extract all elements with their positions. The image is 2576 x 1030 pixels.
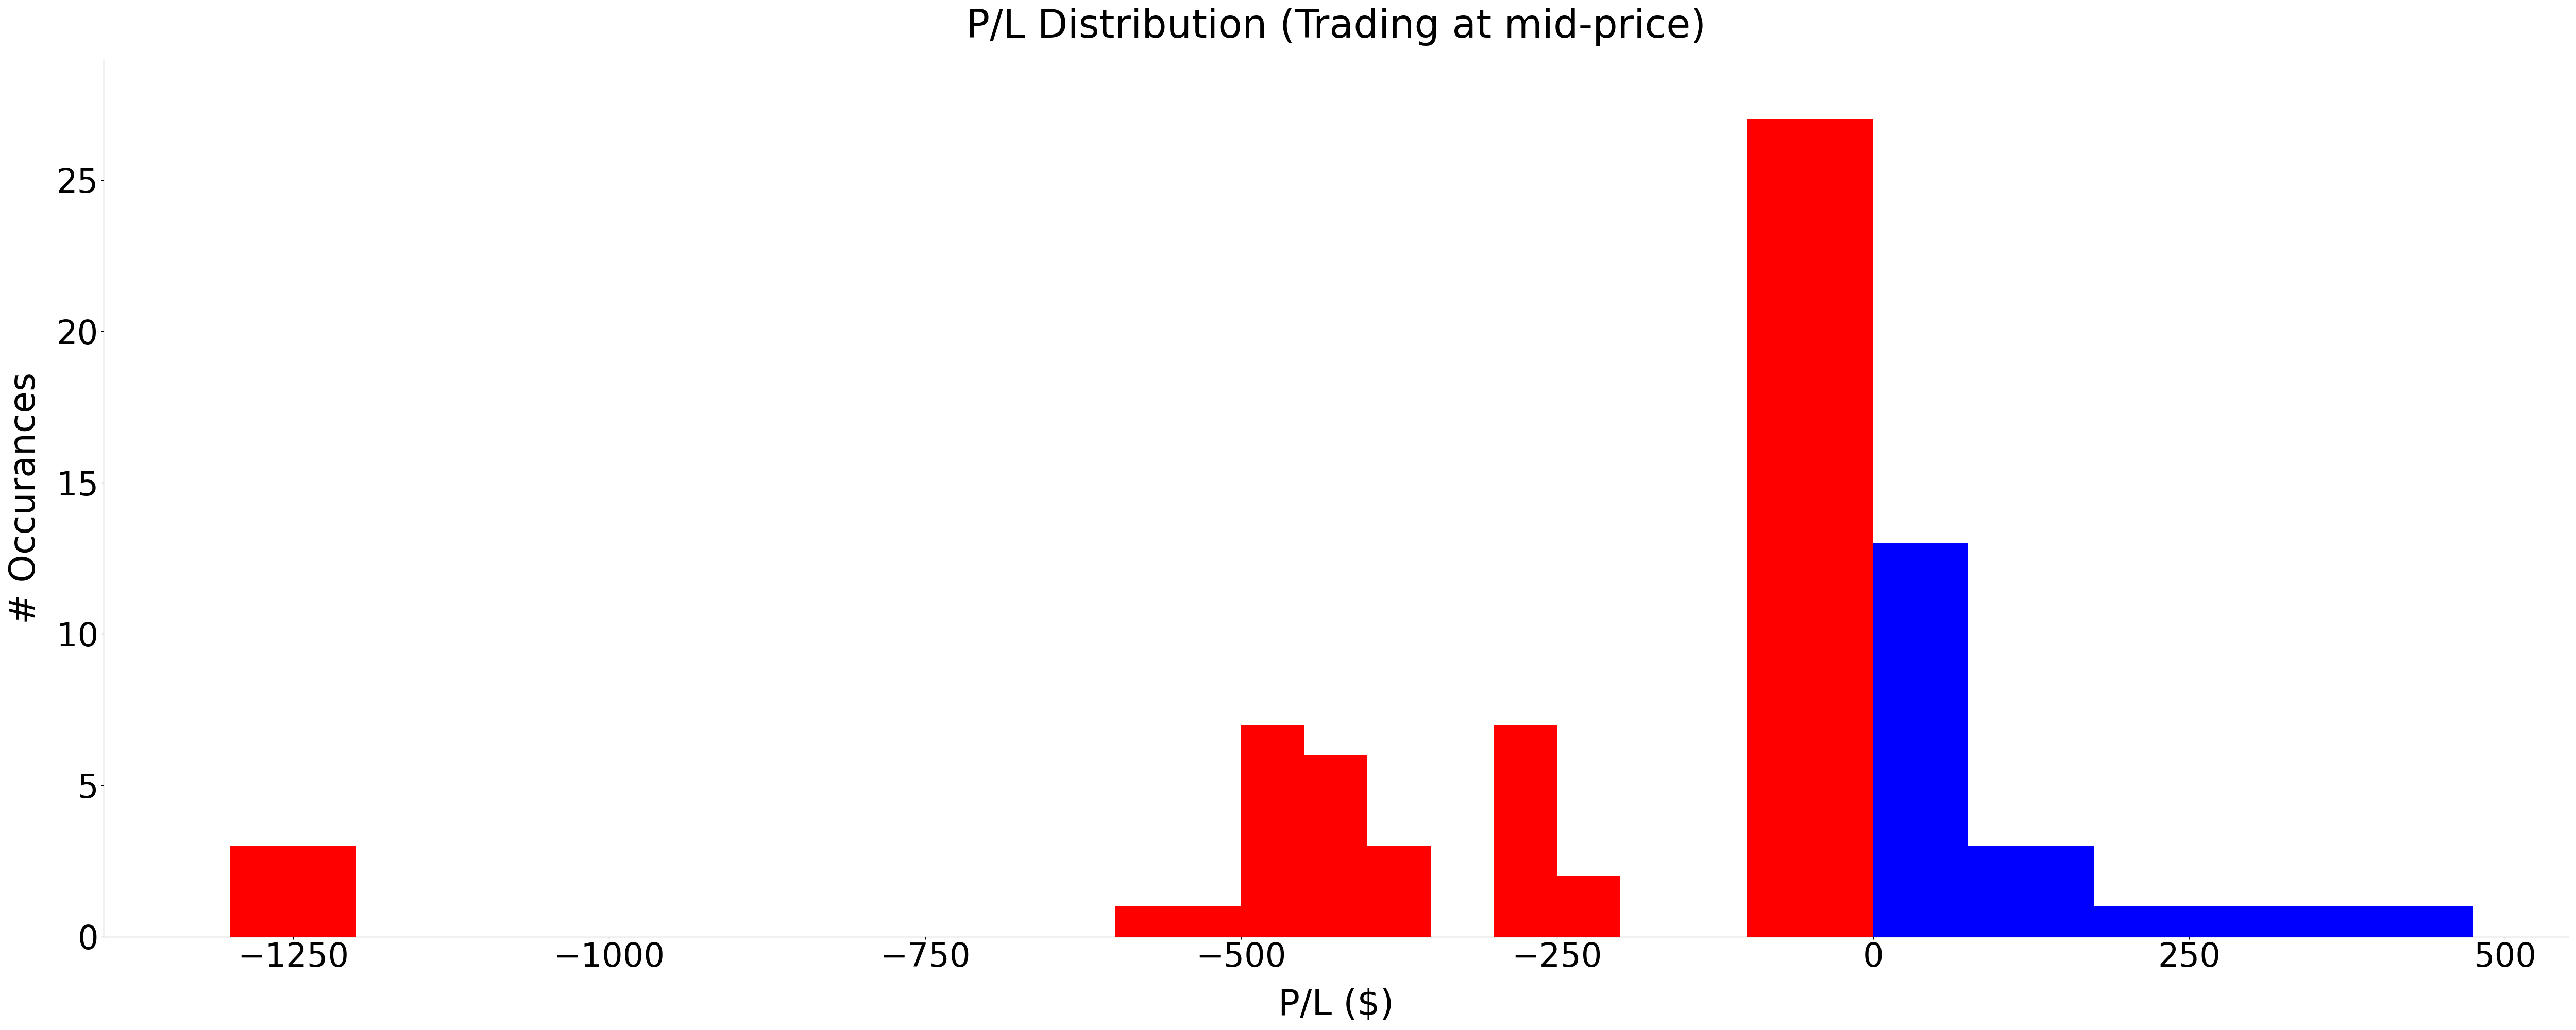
- Bar: [1494, 725, 1556, 936]
- Bar: [1968, 846, 2094, 936]
- Bar: [229, 846, 355, 936]
- Bar: [2094, 906, 2473, 936]
- Bar: [1303, 755, 1368, 936]
- Bar: [1115, 906, 1242, 936]
- Bar: [1242, 725, 1303, 936]
- Bar: [1873, 543, 1968, 936]
- X-axis label: P/L ($): P/L ($): [1278, 988, 1394, 1022]
- Bar: [1368, 846, 1430, 936]
- Title: P/L Distribution (Trading at mid-price): P/L Distribution (Trading at mid-price): [966, 7, 1705, 45]
- Bar: [1747, 119, 1873, 936]
- Y-axis label: # Occurances: # Occurances: [8, 372, 41, 623]
- Bar: [1556, 876, 1620, 936]
